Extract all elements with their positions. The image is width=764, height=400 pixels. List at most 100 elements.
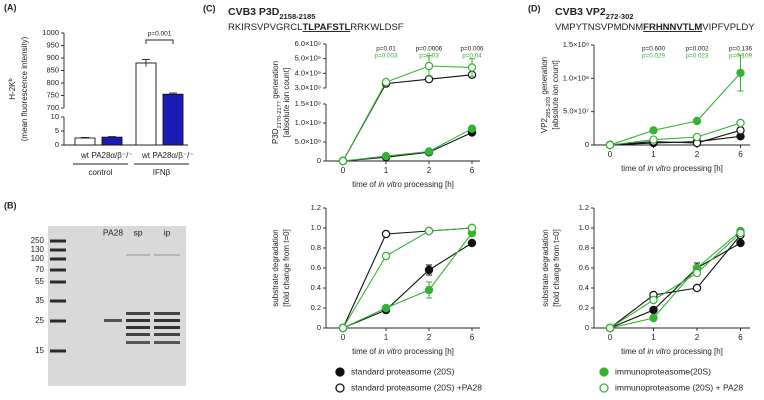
x-tick-label: 0: [608, 150, 613, 159]
y-tick-label: 750: [46, 90, 59, 99]
point: [736, 228, 745, 238]
point: [605, 323, 615, 333]
y-tick-label: 0.4: [579, 283, 589, 292]
gel-band: [154, 319, 180, 322]
y-tick-label: 0: [585, 323, 589, 332]
text-part: in vitro: [647, 164, 671, 173]
point: [692, 283, 702, 293]
p-value: p=0.0006: [416, 46, 443, 53]
ladder-band: [50, 268, 66, 272]
point: [736, 126, 745, 135]
series-line: [342, 65, 473, 162]
x-tick-label: 6: [470, 333, 475, 342]
point: [692, 268, 702, 278]
series-line: [609, 230, 741, 329]
series-line: [609, 72, 741, 146]
y-tick-label: 0.2: [311, 303, 321, 312]
text-part: (mean fluorescence intensity): [20, 36, 29, 141]
y-tick-label: 5: [55, 126, 59, 135]
bar: [101, 136, 123, 146]
series-line: [609, 232, 741, 329]
y-axis-label: substrate degradation: [271, 229, 280, 306]
point: [381, 77, 391, 87]
x-tick-label: wt: [80, 151, 90, 160]
text-part: substrate degradation: [271, 229, 280, 306]
series-line: [342, 242, 473, 329]
p-value: p=0.109: [729, 53, 752, 60]
y-tick-label: 0.6: [579, 263, 589, 272]
marker-label: 35: [35, 296, 44, 305]
x-axis-label: time of in vitro processing [h]: [352, 347, 454, 356]
gel-band: [126, 319, 150, 322]
series-line: [342, 128, 473, 162]
p-value: p=0.03: [419, 53, 439, 60]
bar: [162, 93, 184, 146]
p-value: p=0.136: [729, 46, 752, 53]
y-tick-label: 1.2: [579, 203, 589, 212]
y-axis-label: [fold change from t=0]: [552, 229, 561, 307]
x-tick-label: 6: [470, 166, 475, 175]
x-tick-label: 2: [427, 166, 432, 175]
series-line: [342, 227, 473, 329]
group-label: IFNβ: [153, 168, 171, 177]
point: [736, 68, 745, 78]
lane-label: sp: [134, 227, 143, 237]
y-tick-label: 0.8: [579, 243, 589, 252]
text-part: time of: [352, 347, 378, 356]
y-axis-label: P3D2170-2177 generation: [271, 61, 282, 144]
text-part: time of: [621, 164, 647, 173]
y-tick-label: 0.6: [311, 263, 321, 272]
text-part: processing [h]: [671, 347, 723, 356]
text-part: time of: [621, 347, 647, 356]
point: [381, 251, 391, 261]
y-tick-label: 850: [46, 65, 59, 74]
legend-label: immunoproteasome (20S) + PA28: [615, 382, 743, 392]
y-tick-label: 1.2: [311, 203, 321, 212]
y-tick-label: 1.5×10⁹: [295, 99, 321, 108]
gel-band: [104, 319, 122, 322]
panel-label: (C): [203, 3, 216, 13]
point: [338, 156, 348, 166]
x-tick-label: 0: [341, 333, 346, 342]
text-part: 272-302: [606, 12, 634, 21]
text-part: [absolute ion count]: [551, 60, 560, 129]
marker-label: 130: [31, 245, 45, 254]
text-part: H-2K: [8, 81, 17, 100]
text-part: RKIRSVPVGRCL: [228, 22, 302, 33]
point: [424, 61, 434, 71]
x-tick-label: 0: [341, 166, 346, 175]
text-part: RRKWLDSF: [350, 22, 404, 33]
text-part: processing [h]: [402, 347, 454, 356]
p-value: p=0.023: [686, 53, 709, 60]
text-part: in vitro: [378, 347, 402, 356]
gel-background: [48, 226, 186, 386]
chart-title: CVB3 P3D2158-2185: [228, 6, 315, 21]
point: [649, 305, 658, 315]
y-axis-label: substrate degradation: [541, 229, 550, 306]
peptide-sequence: RKIRSVPVGRCLTLPAFSTLRRKWLDSF: [228, 22, 404, 33]
gel-band: [154, 341, 180, 344]
text-part: 285-293: [546, 97, 552, 118]
chart-title: CVB3 VP2272-302: [555, 6, 633, 21]
point: [736, 238, 745, 248]
ladder-band: [50, 319, 66, 323]
point: [649, 295, 658, 305]
x-tick-label: wt: [141, 151, 151, 160]
p-value: p=0.04: [462, 53, 482, 60]
panel-label: (A): [4, 2, 17, 12]
marker-label: 100: [31, 254, 45, 263]
text-part: b: [8, 78, 14, 81]
p-value: p=0.003: [375, 53, 398, 60]
x-tick-label: 2: [695, 150, 700, 159]
y-axis-label: H-2Kb: [8, 78, 18, 99]
text-part: CVB3 VP2: [555, 6, 606, 18]
point: [467, 223, 477, 233]
point: [467, 124, 477, 133]
panel-label: (D): [528, 3, 541, 13]
text-part: generation: [540, 57, 549, 97]
legend-marker: [599, 367, 609, 377]
gel-image: [48, 226, 186, 386]
gel-band: [126, 312, 150, 315]
x-tick-label: 2: [427, 333, 432, 342]
y-tick-label: 5.0×10⁸: [295, 137, 321, 146]
